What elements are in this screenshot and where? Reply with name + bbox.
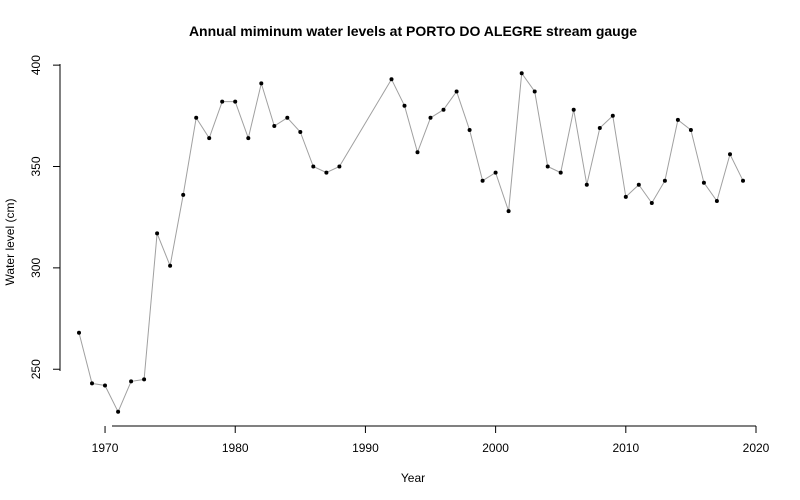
data-point: [506, 209, 511, 214]
y-tick-label: 250: [29, 359, 43, 379]
data-point: [116, 409, 121, 414]
data-point: [467, 128, 472, 132]
data-point: [675, 117, 680, 122]
y-tick-label: 350: [29, 156, 43, 176]
data-point: [636, 182, 641, 187]
data-point: [714, 199, 719, 203]
data-point: [259, 81, 264, 86]
data-point: [194, 115, 199, 120]
y-axis: 250 300 350 400: [29, 55, 61, 379]
data-point: [337, 164, 342, 169]
x-tick-label: 2000: [482, 441, 509, 455]
x-tick-label: 1970: [92, 441, 119, 455]
data-point: [103, 383, 107, 388]
y-tick-label: 400: [29, 55, 43, 75]
data-point: [77, 330, 81, 335]
data-point: [428, 115, 433, 120]
data-point: [155, 231, 160, 236]
data-point: [662, 178, 667, 183]
x-axis-label: Year: [401, 471, 425, 485]
data-point: [493, 170, 498, 175]
y-tick-label: 300: [29, 258, 43, 278]
data-point: [519, 71, 524, 76]
data-point: [168, 263, 173, 268]
series-water-level: [77, 71, 745, 414]
x-tick-label: 2010: [612, 441, 639, 455]
data-point: [272, 124, 277, 128]
data-point: [454, 89, 459, 94]
data-point: [311, 164, 316, 169]
data-point: [532, 89, 537, 94]
data-point: [246, 136, 251, 141]
x-tick-label: 2020: [743, 441, 770, 455]
data-point: [441, 107, 446, 112]
data-point: [741, 178, 745, 183]
data-point: [623, 194, 628, 199]
data-point: [688, 128, 693, 132]
data-point: [285, 115, 290, 120]
data-point: [90, 381, 94, 386]
data-point: [129, 379, 134, 384]
data-point: [142, 377, 147, 382]
data-point: [415, 150, 420, 155]
data-point: [584, 182, 589, 187]
data-point: [181, 192, 186, 197]
data-point: [545, 164, 550, 169]
data-point: [558, 170, 563, 175]
x-axis: 1970 1980 1990 2000 2010 2020: [92, 425, 770, 455]
data-point: [324, 170, 329, 175]
data-point: [220, 99, 225, 104]
data-point: [649, 201, 654, 205]
data-point: [728, 152, 732, 157]
data-point: [207, 136, 212, 141]
data-point: [480, 178, 485, 183]
data-point: [610, 113, 615, 118]
y-axis-label: Water level (cm): [3, 199, 17, 286]
data-point: [402, 103, 407, 108]
series-line: [78, 71, 744, 413]
data-point: [597, 126, 602, 130]
data-point: [389, 77, 394, 82]
x-tick-label: 1990: [352, 441, 379, 455]
x-tick-label: 1980: [222, 441, 249, 455]
data-point: [298, 130, 303, 134]
data-point: [571, 107, 576, 112]
data-point: [233, 99, 238, 104]
data-point: [701, 180, 706, 185]
chart-title: Annual miminum water levels at PORTO DO …: [189, 23, 637, 39]
